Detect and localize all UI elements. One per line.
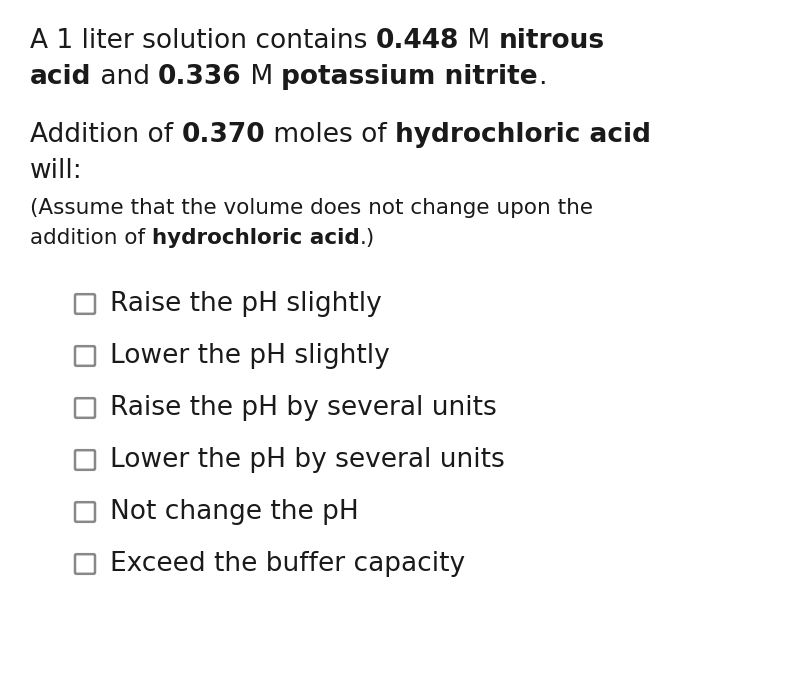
Text: hydrochloric acid: hydrochloric acid	[152, 228, 360, 248]
Text: Raise the pH by several units: Raise the pH by several units	[110, 395, 497, 421]
Text: Raise the pH slightly: Raise the pH slightly	[110, 291, 382, 317]
Text: acid: acid	[30, 64, 91, 90]
Text: 0.370: 0.370	[182, 122, 265, 148]
Text: and: and	[91, 64, 158, 90]
Text: 0.336: 0.336	[158, 64, 241, 90]
Text: moles of: moles of	[265, 122, 395, 148]
Text: .: .	[538, 64, 546, 90]
Text: M: M	[241, 64, 281, 90]
Text: .): .)	[360, 228, 375, 248]
Text: A 1 liter solution contains: A 1 liter solution contains	[30, 28, 376, 54]
Text: potassium nitrite: potassium nitrite	[281, 64, 538, 90]
Text: will:: will:	[30, 158, 83, 184]
Text: 0.448: 0.448	[376, 28, 459, 54]
Text: Lower the pH by several units: Lower the pH by several units	[110, 447, 505, 473]
Text: M: M	[459, 28, 499, 54]
Text: Addition of: Addition of	[30, 122, 182, 148]
Text: Lower the pH slightly: Lower the pH slightly	[110, 343, 390, 369]
Text: Not change the pH: Not change the pH	[110, 499, 358, 525]
Text: nitrous: nitrous	[499, 28, 605, 54]
Text: addition of: addition of	[30, 228, 152, 248]
Text: hydrochloric acid: hydrochloric acid	[395, 122, 652, 148]
Text: (Assume that the volume does not change upon the: (Assume that the volume does not change …	[30, 198, 593, 218]
Text: Exceed the buffer capacity: Exceed the buffer capacity	[110, 551, 465, 577]
